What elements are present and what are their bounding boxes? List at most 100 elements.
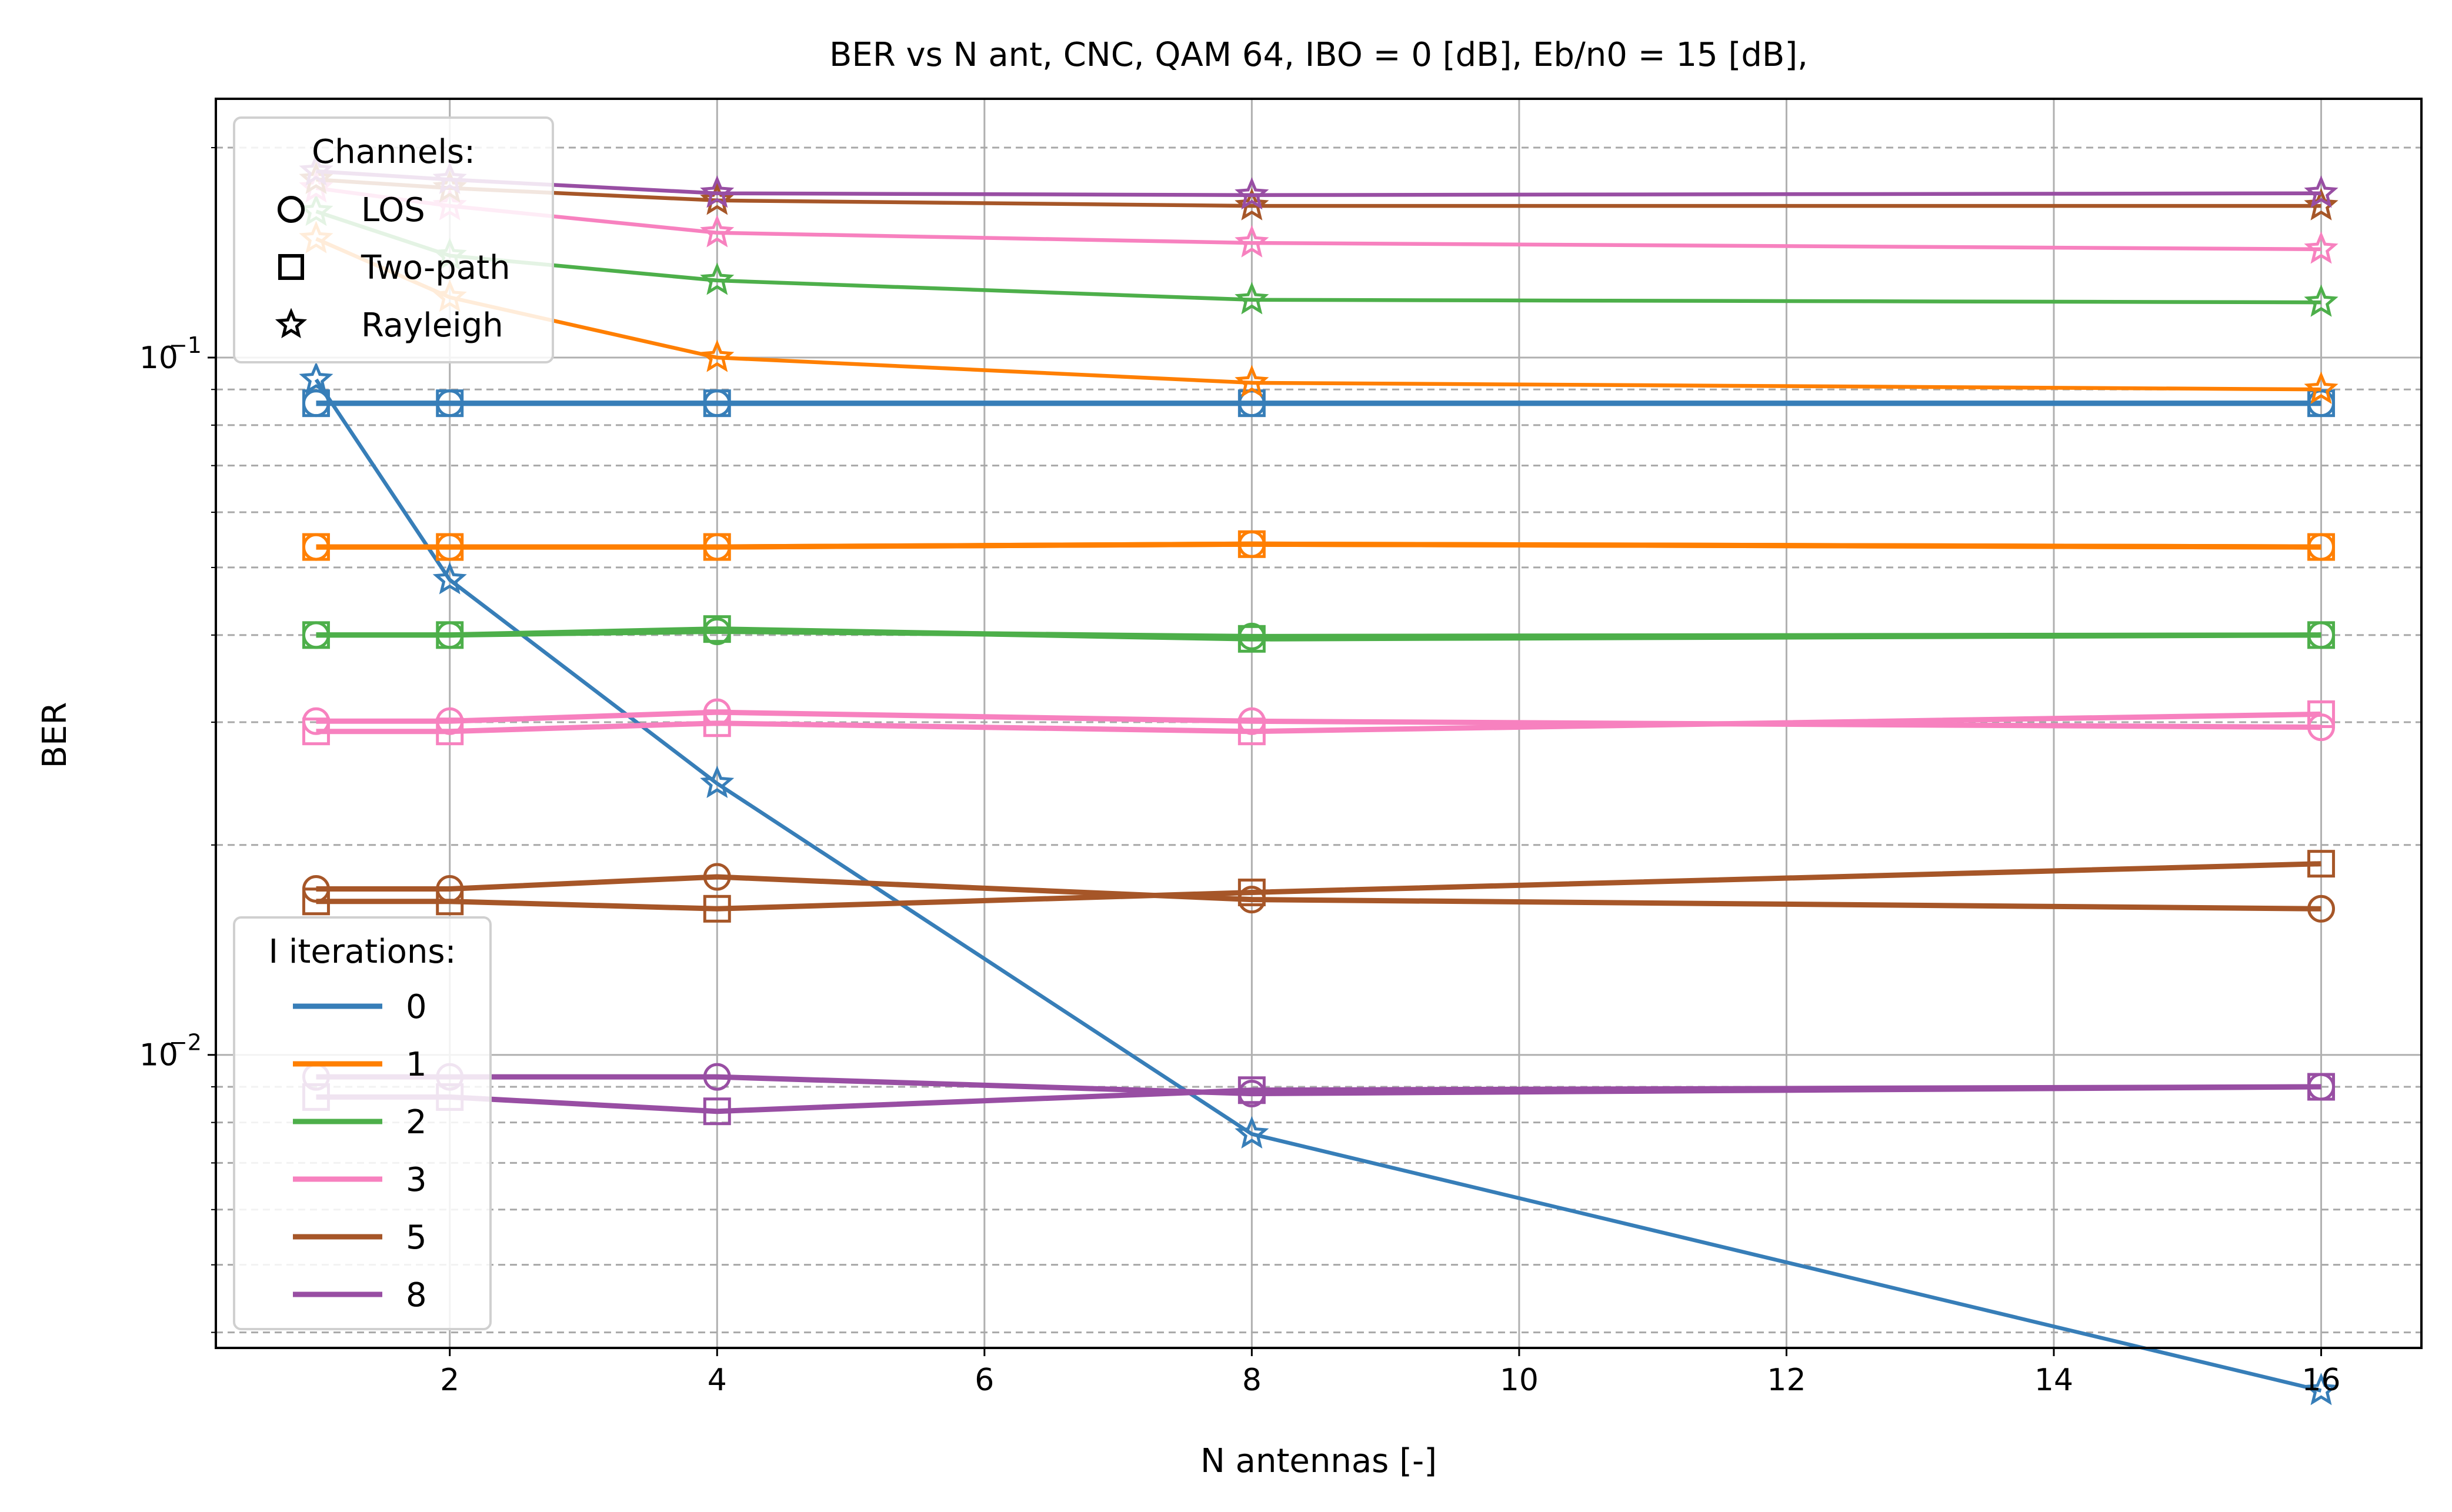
- data-point-star: [1235, 282, 1269, 315]
- data-point-star: [432, 562, 467, 595]
- legend-label: Two-path: [361, 249, 511, 287]
- data-point-square: [436, 621, 464, 649]
- y-tick-label: 10: [139, 341, 178, 376]
- legend-title: Channels:: [312, 133, 475, 171]
- data-point-square: [436, 389, 464, 418]
- legend-channels: Channels: LOS Two-path Rayleigh: [233, 116, 554, 363]
- y-tick-label: 10: [139, 1038, 178, 1073]
- data-point-square: [703, 389, 731, 418]
- data-point-square: [1237, 530, 1266, 558]
- data-point-star: [299, 361, 333, 395]
- data-point-square: [703, 709, 731, 737]
- plot-frame: [215, 98, 2423, 1349]
- legend-marker-square: [278, 254, 304, 280]
- series-line: [314, 378, 2322, 1393]
- data-point-star: [2304, 188, 2338, 221]
- series-line: [316, 626, 2321, 642]
- x-tick-label: 6: [975, 1363, 994, 1398]
- y-tick-exponent: −2: [169, 1030, 202, 1056]
- legend-label: LOS: [361, 191, 425, 229]
- data-point-square: [2307, 389, 2336, 418]
- x-tick-label: 4: [708, 1363, 727, 1398]
- data-point-square: [1237, 717, 1266, 746]
- x-tick-label: 8: [1242, 1363, 1262, 1398]
- series-layer: [299, 153, 2338, 1406]
- x-axis-label: N antennas [-]: [1200, 1442, 1437, 1480]
- y-tick-exponent: −1: [169, 332, 202, 358]
- legend-label: 5: [406, 1219, 427, 1257]
- data-point-star: [2304, 231, 2338, 264]
- data-point-square: [302, 887, 330, 916]
- legend-marker-star: [275, 308, 308, 339]
- data-point-square: [1237, 878, 1266, 906]
- data-point-square: [2307, 850, 2336, 878]
- data-point-star: [1235, 188, 1269, 221]
- data-point-square: [2307, 1073, 2336, 1101]
- chart-title: BER vs N ant, CNC, QAM 64, IBO = 0 [dB],…: [829, 36, 1808, 74]
- data-point-square: [703, 1097, 731, 1126]
- series-iter0-rayleigh: [299, 361, 2338, 1406]
- data-point-square: [703, 894, 731, 923]
- legend-frame: [233, 116, 554, 363]
- data-point-square: [1237, 625, 1266, 653]
- legend-label: 1: [406, 1046, 427, 1084]
- legend-label: 2: [406, 1103, 427, 1141]
- legend-label: Rayleigh: [361, 306, 503, 345]
- data-point-square: [1237, 389, 1266, 418]
- data-point-star: [1235, 365, 1269, 398]
- data-point-star: [1235, 225, 1269, 258]
- legend-iterations: I iterations: 0 1 2 3 5 8: [233, 916, 492, 1330]
- legend-label: 8: [406, 1276, 427, 1314]
- data-point-square: [2307, 700, 2336, 728]
- x-tick-label: 16: [2301, 1363, 2340, 1398]
- data-point-square: [302, 717, 330, 746]
- x-tick-label: 14: [2034, 1363, 2073, 1398]
- y-axis-label: BER: [36, 702, 74, 769]
- data-point-star: [1235, 1116, 1269, 1149]
- data-point-square: [302, 621, 330, 649]
- data-point-square: [703, 533, 731, 561]
- series-iter3-two-path: [302, 700, 2336, 746]
- series-iter0-two-path: [302, 389, 2336, 418]
- data-point-star: [2304, 371, 2338, 405]
- data-point-circle: [703, 863, 731, 891]
- grid: [216, 99, 2421, 1348]
- data-point-square: [302, 389, 330, 418]
- legend-marker-circle: [278, 196, 305, 223]
- series-line: [316, 874, 2321, 912]
- x-tick-label: 12: [1767, 1363, 1806, 1398]
- data-point-square: [436, 533, 464, 561]
- legend-label: 0: [406, 988, 427, 1026]
- data-point-star: [2304, 1373, 2338, 1406]
- series-line: [316, 541, 2321, 550]
- data-point-star: [2304, 284, 2338, 317]
- data-point-star: [700, 765, 735, 798]
- data-point-square: [436, 887, 464, 916]
- legend-label: 3: [406, 1161, 427, 1199]
- data-point-star: [700, 215, 735, 248]
- data-point-square: [703, 615, 731, 643]
- data-point-square: [2307, 621, 2336, 649]
- series-line: [316, 861, 2321, 912]
- data-point-square: [2307, 533, 2336, 561]
- data-point-square: [436, 717, 464, 746]
- data-point-circle: [703, 1063, 731, 1091]
- x-tick-label: 10: [1500, 1363, 1539, 1398]
- data-point-square: [1237, 1076, 1266, 1104]
- data-point-star: [700, 339, 735, 372]
- legend-title: I iterations:: [269, 933, 456, 971]
- data-point-star: [700, 175, 735, 208]
- series-iter5-two-path: [302, 850, 2336, 923]
- series-line: [316, 711, 2321, 735]
- data-point-star: [2304, 175, 2338, 208]
- data-point-star: [700, 182, 735, 215]
- data-point-square: [302, 533, 330, 561]
- x-tick-label: 2: [440, 1363, 459, 1398]
- data-point-star: [1235, 177, 1269, 210]
- series-iter2-two-path: [302, 615, 2336, 653]
- data-point-star: [700, 262, 735, 295]
- data-point-circle: [2307, 894, 2336, 923]
- series-iter1-two-path: [302, 530, 2336, 561]
